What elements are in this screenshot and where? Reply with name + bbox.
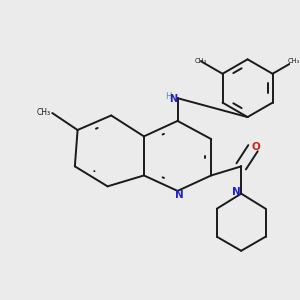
- Text: CH₃: CH₃: [37, 108, 51, 117]
- Text: N: N: [175, 190, 184, 200]
- Text: H: H: [165, 92, 171, 101]
- Text: CH₃: CH₃: [195, 58, 207, 64]
- Text: CH₃: CH₃: [288, 58, 300, 64]
- Text: N: N: [232, 187, 241, 197]
- Text: O: O: [251, 142, 260, 152]
- Text: N: N: [169, 94, 177, 104]
